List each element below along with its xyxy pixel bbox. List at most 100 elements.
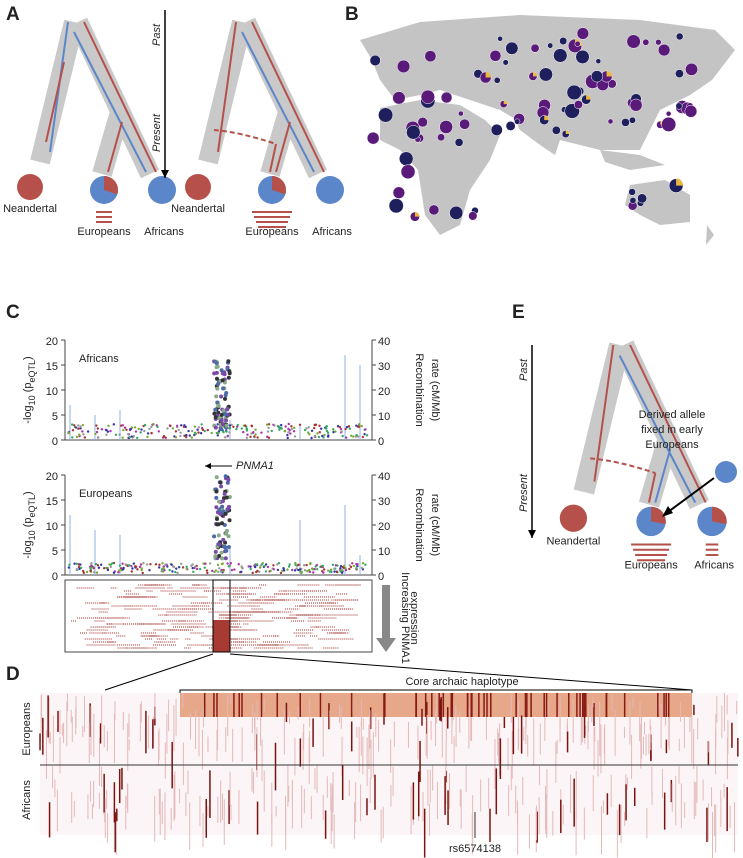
snp-point xyxy=(339,427,343,431)
snp-point xyxy=(214,489,219,494)
sample-slice xyxy=(544,115,549,121)
neandertal-label: Neandertal xyxy=(171,203,225,215)
snp-point xyxy=(184,425,187,429)
snp-point xyxy=(221,537,226,542)
snp-point xyxy=(164,436,167,439)
annotation: Derived allele xyxy=(639,409,706,421)
snp-point xyxy=(276,563,279,566)
snp-point xyxy=(171,427,175,430)
sample-site xyxy=(685,62,698,76)
sample-site xyxy=(637,193,648,204)
derived-allele xyxy=(715,461,737,483)
snp-point xyxy=(146,435,149,439)
snp-point xyxy=(322,568,326,571)
snp-point xyxy=(121,436,124,439)
snp-point xyxy=(219,570,223,573)
snp-point xyxy=(333,570,336,573)
tree-branch xyxy=(68,17,160,179)
snp-point xyxy=(300,571,303,575)
sample-site xyxy=(642,38,650,46)
snp-point xyxy=(168,424,172,427)
snp-point xyxy=(310,436,313,440)
snp-point xyxy=(134,430,138,433)
snp-point xyxy=(216,570,220,574)
snp-point xyxy=(355,567,358,570)
snp-point xyxy=(294,563,297,567)
snp-point xyxy=(216,423,219,426)
snp-point xyxy=(225,430,228,433)
snp-point xyxy=(148,427,151,431)
sample-site xyxy=(497,35,503,42)
snp-point xyxy=(222,544,227,549)
snp-point xyxy=(182,425,186,429)
snp-point xyxy=(197,431,200,434)
snp-point xyxy=(318,431,321,434)
snp-point xyxy=(180,424,183,427)
snp-point xyxy=(213,570,216,574)
snp-point xyxy=(174,570,177,574)
snp-point xyxy=(276,425,280,428)
population-label: Africans xyxy=(694,560,734,572)
snp-point xyxy=(216,533,221,538)
lineage xyxy=(629,344,707,503)
snp-point xyxy=(75,562,79,566)
snp-point xyxy=(237,563,240,566)
snp-point xyxy=(127,564,131,567)
y-tick-label: 20 xyxy=(46,336,58,348)
snp-point xyxy=(225,407,230,412)
y-tick-label: 0 xyxy=(52,436,58,448)
snp-point xyxy=(309,562,312,565)
snp-point xyxy=(339,570,342,573)
sample-site xyxy=(621,118,630,127)
snp-point xyxy=(286,568,289,571)
snp-point xyxy=(218,567,221,570)
snp-point xyxy=(139,563,143,566)
snp-point xyxy=(82,433,85,436)
snp-point xyxy=(213,425,218,430)
snp-point xyxy=(307,431,310,434)
snp-point xyxy=(206,428,209,432)
snp-point xyxy=(73,562,76,565)
snp-point xyxy=(145,563,149,566)
snp-point xyxy=(109,429,112,433)
snp-point xyxy=(185,565,188,569)
snp-point xyxy=(333,567,336,570)
snp-point xyxy=(142,561,145,565)
snp-point xyxy=(279,426,282,429)
y-axis-label-part: eQTL xyxy=(27,495,37,518)
snp-point xyxy=(305,427,308,430)
snp-point xyxy=(197,426,201,429)
tree-branch xyxy=(198,19,252,165)
snp-point xyxy=(212,411,217,416)
y-axis-label: -log10 (peQTL) xyxy=(22,356,37,423)
neandertal-circle xyxy=(185,174,211,200)
snp-point xyxy=(136,568,139,571)
y2-axis-label: Recombination xyxy=(413,488,425,561)
sample-site xyxy=(675,32,684,41)
snp-point xyxy=(254,428,257,431)
y-tick-label: 20 xyxy=(46,471,58,483)
snp-point xyxy=(220,371,225,376)
snp-point xyxy=(264,570,268,573)
snp-point xyxy=(121,424,124,427)
snp-point xyxy=(222,430,225,434)
lineage xyxy=(648,472,657,503)
snp-point xyxy=(316,432,319,435)
snp-point xyxy=(269,569,272,573)
tree-branch xyxy=(236,17,328,179)
sample-site xyxy=(437,133,445,142)
sample-site xyxy=(629,116,636,124)
snp-point xyxy=(162,435,166,438)
snp-point xyxy=(216,563,220,567)
snp-point xyxy=(89,569,92,573)
snp-point xyxy=(196,428,199,431)
sample-site xyxy=(489,49,502,62)
snp-point xyxy=(326,431,330,434)
snp-point xyxy=(132,435,136,438)
snp-point xyxy=(118,569,121,572)
snp-point xyxy=(106,568,110,572)
snp-point xyxy=(170,563,173,566)
snp-point xyxy=(158,566,161,569)
snp-point xyxy=(72,424,76,427)
snp-point xyxy=(305,563,308,567)
